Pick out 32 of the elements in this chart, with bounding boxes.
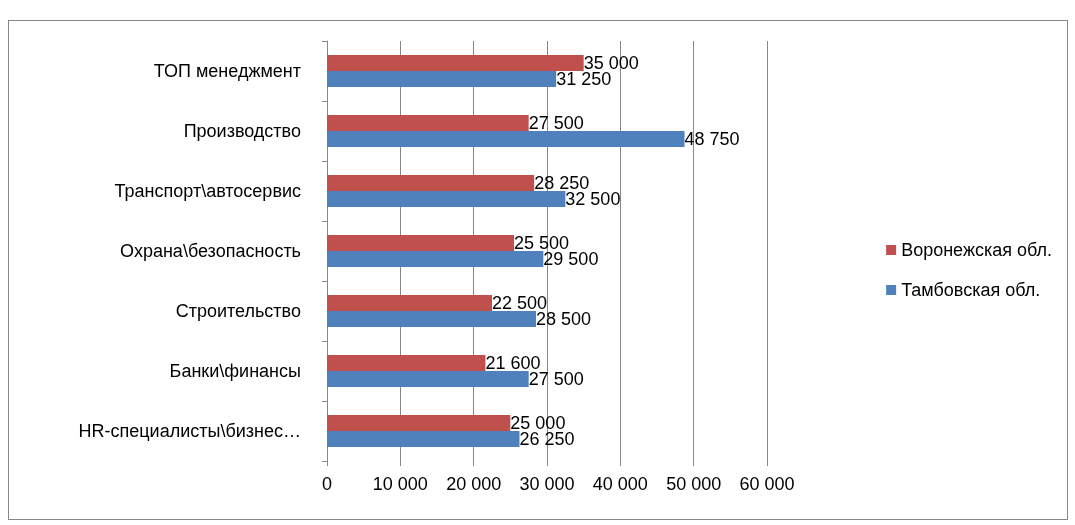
y-tick-label: ТОП менеджмент [153,61,301,81]
data-label: 27 500 [528,113,584,133]
bar [327,311,536,327]
bar [327,371,529,387]
x-tick-label: 40 000 [592,474,648,494]
legend-label: Воронежская обл. [901,240,1052,260]
bar [327,431,520,447]
y-tick-label: Охрана\безопасность [120,241,301,261]
legend-label: Тамбовская обл. [901,280,1041,300]
bar [327,131,685,147]
x-tick-label: 50 000 [666,474,722,494]
bar [327,115,529,131]
x-tick-label: 60 000 [739,474,795,494]
bar [327,235,514,251]
bar [327,355,486,371]
y-tick-label: Строительство [175,301,301,321]
bar [327,295,492,311]
x-tick-label: 0 [321,474,333,494]
y-tick-label: Производство [183,121,301,141]
bar [327,55,584,71]
x-tick-label: 30 000 [519,474,575,494]
bar [327,191,566,207]
bar [327,71,557,87]
bar [327,175,535,191]
y-tick-label: Транспорт\автосервис [114,181,301,201]
bar [327,251,544,267]
x-tick-label: 20 000 [446,474,502,494]
y-tick-label: HR-специалисты\бизнес… [78,421,301,441]
x-tick-label: 10 000 [372,474,428,494]
data-label: 48 750 [684,129,740,149]
bar [327,415,511,431]
y-tick-label: Банки\финансы [169,361,301,381]
